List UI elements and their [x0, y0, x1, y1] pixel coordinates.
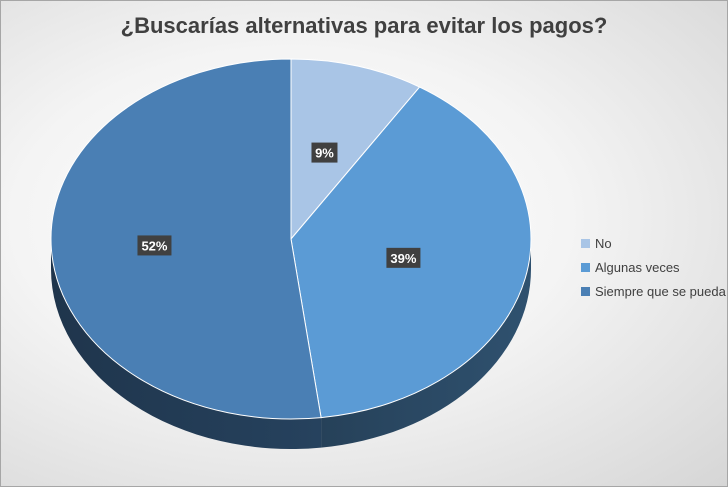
data-label-1: 39% — [386, 247, 421, 268]
legend-entry-0: No — [581, 231, 726, 255]
pie-side-2 — [51, 239, 322, 449]
pie-slice-2 — [50, 58, 322, 420]
legend-label-2: Siempre que se pueda — [595, 283, 726, 299]
legend: No Algunas veces Siempre que se pueda — [581, 231, 726, 303]
legend-swatch-2 — [581, 286, 590, 296]
data-label-0: 9% — [311, 142, 338, 163]
legend-entry-1: Algunas veces — [581, 255, 726, 279]
svg-text:39%: 39% — [390, 251, 416, 266]
data-label-2: 52% — [137, 235, 172, 256]
pie-slice-0 — [290, 58, 421, 241]
chart-title: ¿Buscarías alternativas para evitar los … — [120, 13, 608, 38]
legend-label-1: Algunas veces — [595, 259, 680, 275]
legend-swatch-1 — [581, 262, 590, 272]
legend-swatch-0 — [581, 238, 590, 248]
svg-text:9%: 9% — [315, 146, 334, 161]
svg-text:52%: 52% — [141, 238, 167, 253]
legend-entry-2: Siempre que se pueda — [581, 279, 726, 303]
pie-side-1 — [321, 239, 531, 448]
legend-label-0: No — [595, 235, 612, 251]
